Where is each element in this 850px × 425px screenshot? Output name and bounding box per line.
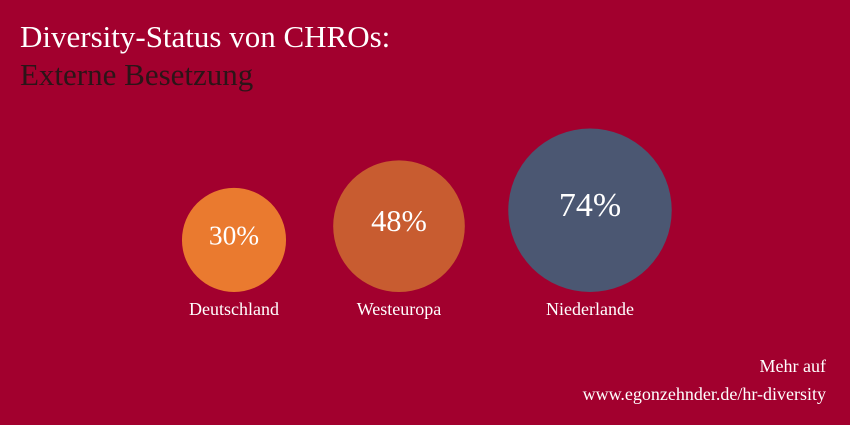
chart-subtitle: Externe Besetzung: [20, 57, 253, 92]
chart-title: Diversity-Status von CHROs:: [20, 19, 390, 54]
bubble: [333, 160, 465, 292]
footer-link: www.egonzehnder.de/hr-diversity: [583, 384, 826, 404]
value-label: 30%: [209, 220, 259, 250]
category-label: Westeuropa: [357, 299, 442, 319]
category-label: Deutschland: [189, 299, 279, 319]
bubble: [508, 128, 672, 292]
footer-text: Mehr auf: [760, 356, 826, 376]
value-label: 48%: [371, 204, 427, 238]
value-label: 74%: [559, 187, 621, 224]
category-label: Niederlande: [546, 299, 634, 319]
bubble: [181, 187, 287, 292]
